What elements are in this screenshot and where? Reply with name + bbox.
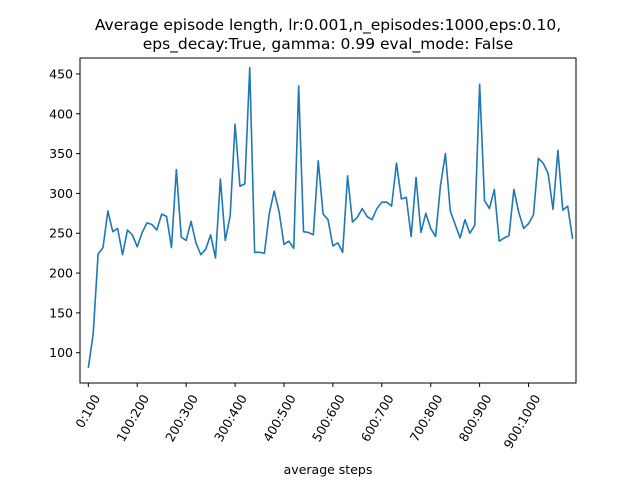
plot-frame: [79, 57, 577, 384]
x-tick-label: 600:700: [358, 392, 397, 445]
y-axis: 100 150 200 250 300 350 400 450: [49, 66, 80, 360]
y-tick-label: 250: [49, 226, 73, 241]
x-tick-label: 300:400: [211, 392, 250, 445]
chart-title-line-1: Average episode length, lr:0.001,n_episo…: [95, 16, 561, 35]
x-tick-label: 0:100: [72, 392, 103, 431]
x-tick-label: 200:300: [162, 392, 201, 445]
y-tick-label: 100: [49, 345, 73, 360]
y-tick-label: 400: [49, 106, 73, 121]
y-tick-label: 450: [49, 66, 73, 81]
y-tick-label: 150: [49, 305, 73, 320]
x-axis: 0:100 100:200 200:300 300:400 400:500 500:600…: [72, 383, 543, 451]
series-line: [87, 66, 574, 368]
x-tick-label: 700:800: [407, 392, 446, 445]
x-axis-label: average steps: [284, 462, 373, 477]
y-tick-label: 350: [49, 146, 73, 161]
x-tick-label: 800:900: [456, 392, 495, 445]
y-tick-label: 200: [49, 266, 73, 281]
plot-area: [87, 66, 574, 368]
x-tick-label: 100:200: [113, 392, 152, 445]
x-tick-label: 900:1000: [501, 392, 544, 451]
y-tick-label: 300: [49, 186, 73, 201]
x-tick-label: 500:600: [309, 392, 348, 445]
x-tick-label: 400:500: [260, 392, 299, 445]
chart-title-line-2: eps_decay:True, gamma: 0.99 eval_mode: F…: [143, 35, 514, 54]
